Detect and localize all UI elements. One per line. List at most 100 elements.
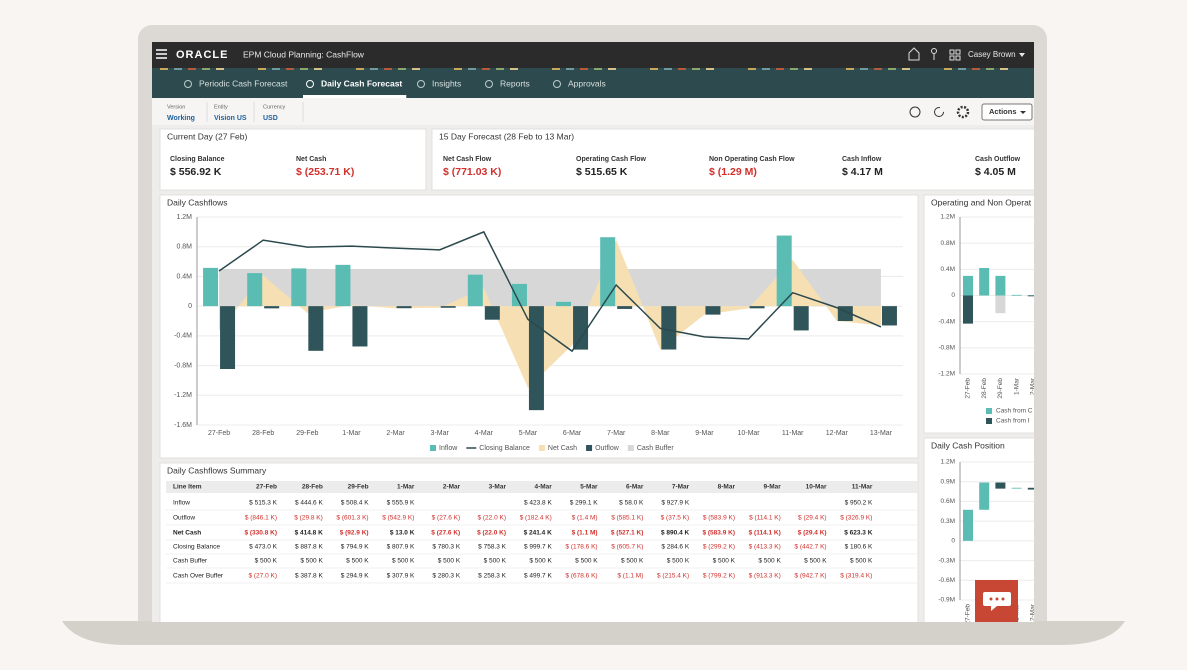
cell: $ 13.0 K: [390, 530, 415, 537]
cell: $ (29.4 K): [798, 530, 827, 537]
column-header: 29-Feb: [348, 484, 369, 491]
cell: $ 555.9 K: [387, 500, 415, 507]
cell: $ 999.7 K: [524, 544, 552, 551]
tab[interactable]: Reports: [500, 78, 530, 88]
card-title: 15 Day Forecast (28 Feb to 13 Mar): [439, 131, 574, 141]
bar: [203, 267, 219, 307]
kpi-label: Net Cash Flow: [443, 156, 492, 163]
cell: $ 294.9 K: [341, 573, 369, 580]
table-header-bg: [166, 481, 918, 493]
legend-label: Inflow: [439, 445, 458, 452]
bar: [573, 306, 589, 350]
pov-label: Entity: [214, 104, 228, 110]
kpi-value: $ (253.71 K): [296, 166, 354, 178]
pov-value[interactable]: Working: [167, 115, 195, 122]
pov-bar: [152, 98, 1034, 125]
pov-label: Currency: [263, 104, 286, 110]
cell: $ 500 K: [438, 558, 461, 565]
tab-icon: [184, 80, 192, 88]
cell: $ (846.1 K): [245, 515, 277, 522]
cell: $ 500 K: [346, 558, 369, 565]
cell: $ (585.1 K): [611, 515, 643, 522]
column-header: 7-Mar: [672, 484, 690, 491]
y-tick-label: 0.4M: [941, 266, 955, 273]
cell: $ 500 K: [621, 558, 644, 565]
pov-value[interactable]: USD: [263, 115, 278, 122]
x-tick-label: 2-Mar: [1030, 377, 1037, 395]
legend-label: Cash from I: [996, 418, 1030, 425]
nav-pattern: [608, 68, 616, 70]
bar: [220, 306, 236, 369]
tab[interactable]: Periodic Cash Forecast: [199, 78, 288, 88]
x-tick-label: 11-Mar: [782, 430, 804, 437]
column-header: 9-Mar: [763, 484, 781, 491]
cell: $ (29.4 K): [798, 515, 827, 522]
legend-swatch: [627, 445, 634, 451]
bar: [749, 306, 765, 309]
cell: $ 515.3 K: [249, 500, 277, 507]
grid-icon[interactable]: [949, 49, 961, 61]
nav-pattern: [790, 68, 798, 70]
legend-swatch: [538, 445, 545, 451]
bar: [1027, 295, 1034, 297]
pov-value[interactable]: Vision US: [214, 115, 247, 122]
x-tick-label: 29-Feb: [296, 430, 318, 437]
settings-icon[interactable]: [956, 105, 970, 119]
actions-button[interactable]: [981, 103, 1033, 121]
x-tick-label: 9-Mar: [695, 430, 714, 437]
x-tick-label: 27-Feb: [965, 604, 972, 625]
cell: $ 280.3 K: [432, 573, 460, 580]
cell: $ 500 K: [255, 558, 278, 565]
actions-label: Actions: [989, 107, 1017, 116]
column-header: 1-Mar: [397, 484, 415, 491]
cell: $ 500 K: [667, 558, 690, 565]
cell: $ (299.2 K): [703, 544, 735, 551]
tab[interactable]: Insights: [432, 78, 461, 88]
cell: $ 887.8 K: [295, 544, 323, 551]
info-icon[interactable]: [909, 106, 921, 118]
legend-label: Cash Buffer: [637, 445, 675, 452]
nav-pattern: [566, 68, 574, 70]
tab[interactable]: Approvals: [568, 78, 606, 88]
net-cash-area: [219, 239, 881, 388]
bar: [511, 283, 527, 307]
cell: $ (1.1 M): [617, 573, 643, 580]
nav-pattern: [160, 68, 168, 70]
tab[interactable]: Daily Cash Forecast: [321, 78, 402, 88]
y-tick-label: -0.8M: [938, 345, 955, 352]
cell: $ 387.8 K: [295, 573, 323, 580]
cell: $ 500 K: [392, 558, 415, 565]
hamburger[interactable]: [156, 49, 167, 59]
bar: [467, 274, 483, 307]
refresh-icon[interactable]: [934, 107, 944, 117]
y-tick-label: 0.8M: [941, 240, 955, 247]
cell: $ (114.1 K): [749, 515, 781, 522]
cell: $ 284.6 K: [661, 544, 689, 551]
kpi-value: $ 4.05 M: [975, 166, 1016, 178]
nav-pattern: [860, 68, 868, 70]
nav-pattern: [202, 68, 210, 70]
cell: $ (583.9 K): [702, 530, 735, 537]
cell: $ (29.8 K): [294, 515, 323, 522]
column-header: 2-Mar: [443, 484, 461, 491]
cell: $ (326.9 K): [840, 515, 872, 522]
card: [431, 128, 1034, 191]
cell: $ (542.9 K): [382, 515, 414, 522]
kpi-value: $ 556.92 K: [170, 166, 222, 178]
column-header: 28-Feb: [302, 484, 323, 491]
x-tick-label: 28-Feb: [252, 430, 274, 437]
bar: [776, 235, 792, 307]
row-label: Closing Balance: [173, 544, 220, 551]
kpi-value: $ 4.17 M: [842, 166, 883, 178]
person-icon[interactable]: [931, 48, 937, 54]
waterfall-bar: [963, 509, 973, 541]
home-icon[interactable]: [908, 47, 920, 61]
row-label: Net Cash: [173, 530, 201, 537]
user-menu[interactable]: Casey Brown: [968, 50, 1016, 59]
nav-pattern: [314, 68, 322, 70]
y-tick-label: 0.6M: [941, 498, 955, 505]
kpi-label: Non Operating Cash Flow: [709, 156, 795, 163]
legend-label: Net Cash: [548, 445, 577, 452]
cell: $ 241.4 K: [524, 530, 552, 537]
